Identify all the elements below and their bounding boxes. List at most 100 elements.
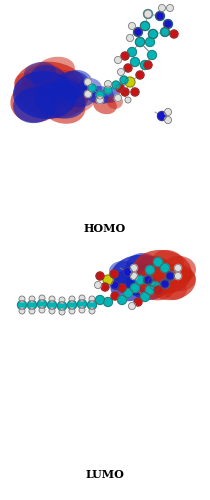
Circle shape <box>164 20 172 28</box>
Circle shape <box>127 48 136 56</box>
Circle shape <box>135 38 144 46</box>
Circle shape <box>143 10 152 18</box>
Ellipse shape <box>13 71 77 119</box>
Circle shape <box>158 112 167 120</box>
Text: LUMO: LUMO <box>85 468 125 479</box>
Circle shape <box>160 28 169 36</box>
Ellipse shape <box>93 96 117 114</box>
Circle shape <box>156 12 164 20</box>
Circle shape <box>160 280 169 288</box>
Circle shape <box>101 283 109 291</box>
Circle shape <box>146 266 155 274</box>
Ellipse shape <box>148 266 176 289</box>
Ellipse shape <box>86 86 114 104</box>
Circle shape <box>144 276 152 284</box>
Circle shape <box>161 28 169 36</box>
Circle shape <box>140 60 150 70</box>
Text: HOMO: HOMO <box>84 222 126 234</box>
Ellipse shape <box>126 264 170 300</box>
Circle shape <box>166 272 174 280</box>
Circle shape <box>140 292 150 302</box>
Ellipse shape <box>49 80 81 104</box>
Circle shape <box>84 78 92 86</box>
Circle shape <box>136 71 144 79</box>
Circle shape <box>69 296 75 302</box>
Ellipse shape <box>64 70 92 90</box>
Circle shape <box>121 52 129 60</box>
Circle shape <box>130 264 138 272</box>
Circle shape <box>112 81 120 89</box>
Circle shape <box>88 300 97 310</box>
Circle shape <box>151 282 160 290</box>
Circle shape <box>104 86 112 94</box>
Circle shape <box>84 90 92 98</box>
Ellipse shape <box>107 95 123 109</box>
Circle shape <box>125 97 131 103</box>
Circle shape <box>134 298 142 306</box>
Circle shape <box>130 272 138 280</box>
Circle shape <box>96 296 105 304</box>
Circle shape <box>114 56 122 64</box>
Circle shape <box>140 22 150 30</box>
Circle shape <box>19 308 25 314</box>
Circle shape <box>167 4 173 12</box>
Circle shape <box>118 68 125 75</box>
Ellipse shape <box>35 56 75 84</box>
Circle shape <box>105 80 112 87</box>
Circle shape <box>111 281 119 289</box>
Circle shape <box>144 10 152 18</box>
Circle shape <box>143 276 152 284</box>
Circle shape <box>89 296 95 302</box>
Circle shape <box>29 308 35 314</box>
Circle shape <box>28 300 37 310</box>
Circle shape <box>120 76 128 84</box>
Ellipse shape <box>126 253 158 277</box>
Circle shape <box>110 270 118 278</box>
Circle shape <box>126 34 134 42</box>
Circle shape <box>148 30 158 38</box>
Ellipse shape <box>160 256 196 284</box>
Circle shape <box>170 30 178 38</box>
Circle shape <box>164 20 172 28</box>
Circle shape <box>147 50 156 59</box>
Circle shape <box>165 272 175 280</box>
Circle shape <box>88 84 96 92</box>
Circle shape <box>154 258 163 266</box>
Ellipse shape <box>31 65 69 95</box>
Circle shape <box>134 28 143 36</box>
Circle shape <box>118 296 126 304</box>
Ellipse shape <box>110 268 150 302</box>
Ellipse shape <box>152 250 184 274</box>
Ellipse shape <box>135 270 175 300</box>
Circle shape <box>58 302 67 310</box>
Ellipse shape <box>78 78 102 98</box>
Circle shape <box>118 284 126 292</box>
Circle shape <box>161 280 169 288</box>
Circle shape <box>130 58 139 66</box>
Circle shape <box>17 300 26 310</box>
Circle shape <box>79 295 85 301</box>
Ellipse shape <box>137 256 173 284</box>
Circle shape <box>116 84 124 92</box>
Circle shape <box>175 264 181 272</box>
Circle shape <box>49 308 55 314</box>
Circle shape <box>96 272 104 280</box>
Circle shape <box>114 94 122 102</box>
Ellipse shape <box>134 278 161 298</box>
Ellipse shape <box>64 88 96 112</box>
Circle shape <box>89 308 95 314</box>
Circle shape <box>154 286 162 294</box>
Circle shape <box>130 284 139 292</box>
Circle shape <box>164 116 172 123</box>
Circle shape <box>29 296 35 302</box>
Circle shape <box>135 38 144 46</box>
Circle shape <box>69 308 75 314</box>
Ellipse shape <box>51 70 79 90</box>
Circle shape <box>111 292 119 300</box>
Ellipse shape <box>24 62 56 82</box>
Circle shape <box>59 309 65 315</box>
Ellipse shape <box>168 269 196 291</box>
Circle shape <box>47 300 56 310</box>
Ellipse shape <box>39 86 85 124</box>
Circle shape <box>129 22 135 30</box>
